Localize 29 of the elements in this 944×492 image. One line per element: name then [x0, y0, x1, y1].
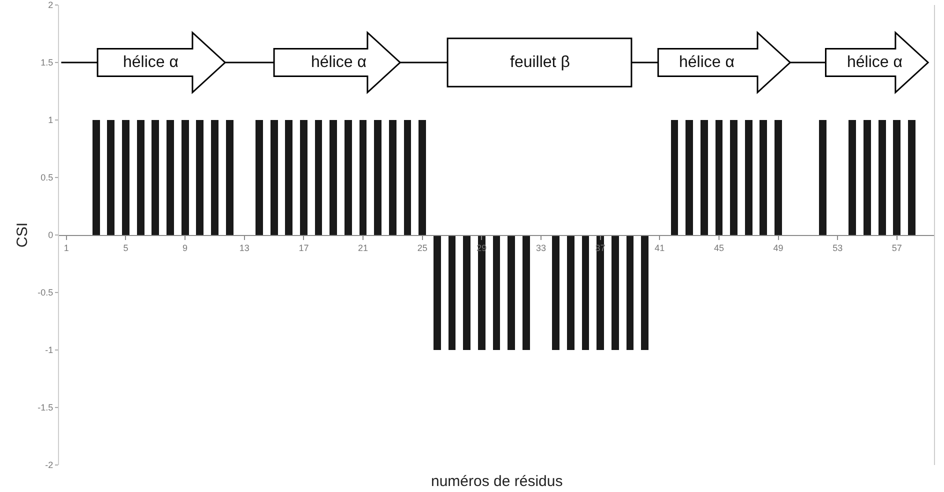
y-tick-label: 0 — [48, 230, 54, 240]
annotation: hélice α — [311, 54, 366, 71]
x-tick-label: 13 — [239, 242, 250, 253]
y-tick-label: 2 — [48, 0, 54, 10]
x-tick-label: 41 — [654, 242, 665, 253]
y-tick-label: 1.5 — [40, 58, 54, 68]
x-tick-label: 5 — [123, 242, 128, 253]
annotation: feuillet β — [510, 54, 570, 71]
annotation: hélice α — [847, 54, 902, 71]
x-tick-label: 21 — [358, 242, 368, 253]
y-tick-label: -1 — [45, 345, 54, 356]
y-tick-label: -2 — [45, 460, 54, 470]
y-axis-title: CSI — [14, 222, 31, 248]
annotation: hélice α — [123, 54, 178, 71]
y-tick-label: -0.5 — [38, 288, 54, 298]
x-tick-label: 1 — [64, 242, 69, 253]
x-tick-label: 57 — [892, 242, 902, 253]
x-tick-label: 9 — [182, 242, 188, 253]
x-tick-label: 17 — [298, 242, 309, 253]
y-tick-label: -1.5 — [38, 402, 54, 413]
x-tick-label: 45 — [714, 242, 724, 253]
x-tick-label: 33 — [536, 242, 546, 253]
y-tick-label: 1 — [48, 115, 54, 126]
x-tick-label: 53 — [832, 242, 843, 253]
x-axis-title: numéros de résidus — [431, 473, 563, 490]
y-tick-label: 0.5 — [40, 172, 54, 183]
x-tick-label: 49 — [773, 242, 784, 253]
x-tick-label: 25 — [417, 242, 428, 253]
annotation: hélice α — [679, 54, 734, 71]
